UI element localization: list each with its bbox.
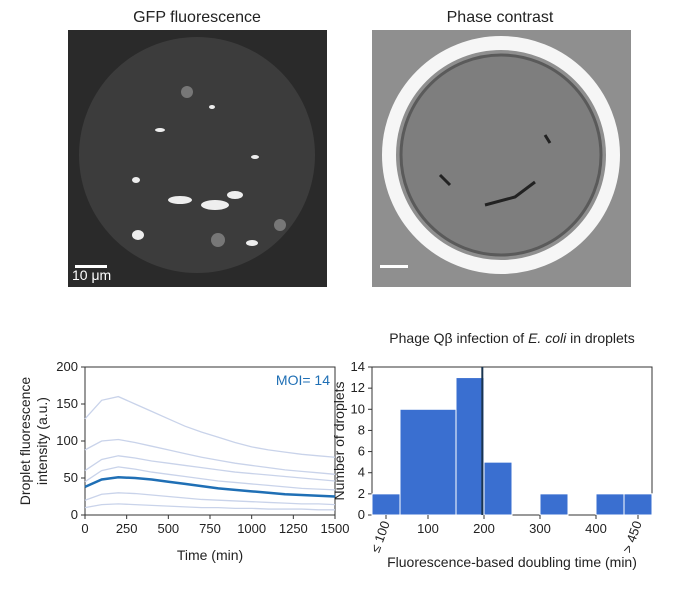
y-tick-label: 200 [56,359,78,374]
y-axis-label: intensity (a.u.) [34,397,50,485]
x-tick-label: ≤ 100 [368,519,393,555]
bar [539,493,569,516]
x-tick-label: 100 [417,521,439,536]
x-tick-label: 1250 [279,521,308,536]
trace [84,503,335,511]
y-tick-label: 2 [358,486,365,501]
x-tick-label: 0 [81,521,88,536]
y-tick-label: 4 [358,465,365,480]
bar [623,493,653,516]
x-axis-label: Time (min) [177,547,243,563]
trace [84,466,336,491]
y-tick-label: 10 [351,401,365,416]
y-tick-label: 8 [358,422,365,437]
x-tick-label: 750 [199,521,221,536]
y-tick-label: 100 [56,433,78,448]
y-tick-label: 0 [71,507,78,522]
x-tick-label: 400 [585,521,607,536]
x-tick-label: > 450 [619,519,644,555]
trace [84,455,336,482]
x-tick-label: 200 [473,521,495,536]
title-part: in droplets [566,330,634,346]
x-tick-label: 1000 [237,521,266,536]
x-axis-label: Fluorescence-based doubling time (min) [387,554,637,570]
trace [84,476,336,498]
bar [399,408,457,516]
y-tick-label: 6 [358,444,365,459]
y-axis-label: Number of droplets [331,381,347,500]
trace [84,438,336,475]
title-part: E. coli [528,330,567,346]
y-tick-label: 50 [64,470,78,485]
bar [371,493,401,516]
title-part: Phage Qβ infection of [389,330,528,346]
trace [84,395,336,458]
bar [455,377,485,516]
y-tick-label: 14 [351,359,365,374]
gfp-image: 10 μm [68,30,327,287]
annotation: MOI= 14 [276,372,330,388]
panel-title: Phase contrast [447,9,554,26]
y-axis-label: Droplet fluorescence [17,377,33,506]
bar [595,493,625,516]
x-tick-label: 500 [157,521,179,536]
y-tick-label: 0 [358,507,365,522]
x-tick-label: 300 [529,521,551,536]
bar [483,461,513,516]
y-tick-label: 12 [351,380,365,395]
panel-title: GFP fluorescence [133,9,261,26]
x-tick-label: 250 [116,521,138,536]
trace [84,492,336,506]
chart-title: Phage Qβ infection of E. coli in droplet… [389,330,634,346]
phase-image [372,30,631,287]
y-tick-label: 150 [56,396,78,411]
scale-label: 10 μm [72,267,111,283]
x-tick-label: 1500 [321,521,350,536]
